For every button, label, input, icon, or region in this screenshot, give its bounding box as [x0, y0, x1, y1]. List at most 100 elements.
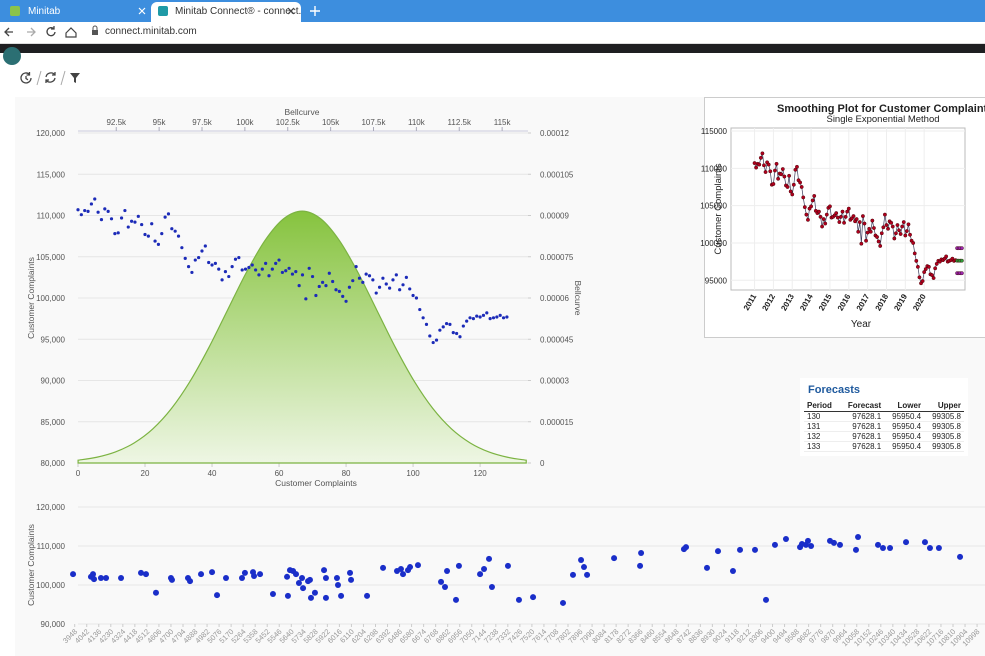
data-point — [391, 278, 395, 282]
data-point — [471, 317, 475, 321]
series-point — [752, 161, 757, 165]
y-tick-label: 95,000 — [41, 335, 66, 344]
series-point — [898, 232, 903, 236]
series-point — [864, 238, 868, 243]
home-button[interactable] — [65, 27, 77, 38]
series-point — [828, 204, 832, 209]
data-point — [348, 576, 355, 583]
data-point — [187, 578, 194, 585]
browser-tab[interactable]: Minitab — [28, 6, 61, 17]
new-tab[interactable] — [310, 6, 320, 16]
filter-button[interactable] — [70, 73, 80, 83]
data-point — [109, 217, 114, 221]
y2-tick-label: 0.000075 — [540, 253, 574, 262]
tab-close[interactable] — [138, 7, 146, 15]
series-point — [854, 217, 859, 221]
data-point — [284, 573, 291, 580]
data-point — [170, 227, 174, 231]
data-point — [197, 255, 201, 260]
data-point — [153, 239, 157, 243]
data-point — [209, 569, 216, 576]
refresh-button[interactable] — [45, 72, 56, 83]
data-point — [277, 258, 281, 262]
data-point — [347, 569, 354, 576]
series-point — [930, 273, 934, 277]
x2-tick-label: 105k — [322, 118, 340, 127]
data-point — [703, 564, 710, 571]
data-point — [441, 583, 448, 590]
data-point — [160, 232, 164, 236]
data-point — [91, 576, 98, 583]
series-point — [766, 162, 771, 167]
x-tick-label: 100 — [406, 469, 420, 478]
y2-tick-label: 0.000015 — [540, 418, 574, 427]
x-axis-title: Year — [851, 319, 872, 330]
series-point — [762, 163, 766, 168]
data-point — [341, 294, 345, 298]
data-point — [280, 270, 284, 275]
series-point — [912, 251, 917, 256]
data-point — [380, 564, 387, 571]
y-tick-label: 110,000 — [37, 542, 66, 551]
data-point — [284, 269, 288, 273]
table-cell: 97628.1 — [839, 431, 885, 442]
data-point — [398, 288, 402, 292]
table-row: 132 97628.1 95950.4 99305.8 — [804, 431, 964, 442]
y-tick-label: 120,000 — [36, 503, 65, 512]
data-point — [300, 273, 305, 277]
data-point — [498, 313, 502, 317]
y-tick-label: 80,000 — [41, 459, 66, 468]
series-point — [768, 169, 773, 174]
data-point — [324, 284, 328, 288]
data-point — [331, 279, 335, 284]
series-point — [906, 222, 911, 227]
table-cell: 95950.4 — [884, 421, 925, 432]
data-point — [388, 286, 392, 290]
reload-button[interactable] — [46, 26, 56, 37]
series-point — [801, 195, 806, 200]
series-point — [959, 246, 964, 251]
data-point — [441, 325, 445, 329]
tab-strip: Minitab Minitab Connect® - connect.mi — [0, 0, 985, 22]
y-tick-label: 90,000 — [41, 620, 66, 629]
series-point — [845, 209, 850, 214]
data-point — [222, 574, 229, 581]
data-point — [887, 544, 894, 551]
series-point — [812, 194, 817, 198]
data-point — [903, 539, 910, 546]
history-button[interactable] — [20, 72, 32, 84]
series-point — [802, 205, 807, 210]
data-point — [322, 594, 329, 601]
data-point — [351, 279, 355, 283]
data-point — [230, 265, 234, 269]
data-point — [957, 553, 964, 560]
x-tick-label: 120 — [473, 469, 487, 478]
data-point — [183, 256, 187, 260]
browser-tab[interactable]: Minitab Connect® - connect.mi — [151, 2, 301, 22]
data-point — [297, 284, 301, 288]
series-point — [908, 232, 912, 237]
back-button[interactable] — [4, 27, 13, 37]
data-point — [401, 283, 405, 287]
data-point — [321, 567, 328, 574]
x-tick-label: 0 — [76, 469, 81, 478]
forward-button[interactable] — [27, 27, 36, 37]
tab-close[interactable] — [287, 7, 295, 15]
url-field[interactable]: connect.minitab.com — [105, 26, 197, 37]
data-point — [238, 574, 245, 581]
data-point — [926, 544, 933, 551]
data-point — [311, 589, 318, 596]
table-cell: 95950.4 — [884, 411, 925, 422]
data-point — [253, 268, 258, 272]
data-point — [584, 571, 591, 578]
y-tick-label: 95000 — [705, 276, 728, 285]
data-point — [99, 218, 104, 222]
data-point — [79, 213, 83, 217]
data-point — [89, 202, 94, 206]
data-point — [133, 220, 137, 224]
series-point — [758, 155, 763, 160]
x-tick-label: 80 — [342, 469, 351, 478]
data-point — [638, 550, 645, 557]
x2-axis-title: Bellcurve — [285, 107, 320, 117]
x2-tick-label: 95k — [153, 118, 167, 127]
